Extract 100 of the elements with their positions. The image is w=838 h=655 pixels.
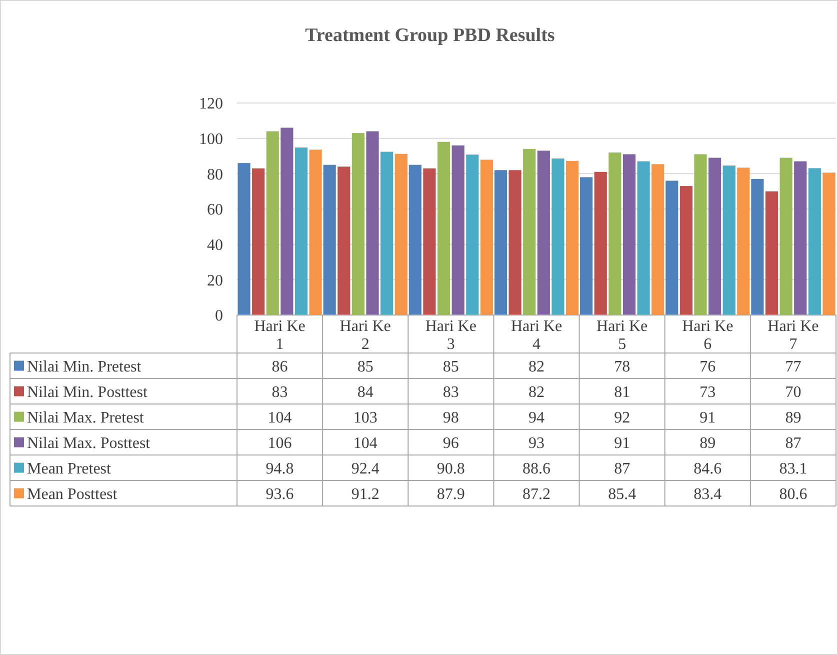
x-tick-label: Hari Ke 3 bbox=[425, 318, 476, 353]
bar bbox=[508, 170, 522, 315]
x-tick-label: Hari Ke 2 bbox=[340, 318, 391, 353]
bar bbox=[323, 164, 336, 315]
data-label: 87 bbox=[785, 434, 802, 452]
data-label: 86 bbox=[272, 358, 288, 376]
legend-label: Nilai Min. Posttest bbox=[27, 384, 148, 401]
bar bbox=[480, 160, 493, 315]
legend-label: Mean Pretest bbox=[27, 460, 112, 478]
bar bbox=[466, 154, 479, 315]
data-label: 87.2 bbox=[522, 486, 550, 503]
bar bbox=[608, 152, 622, 315]
bar bbox=[523, 148, 536, 315]
x-tick-label: Hari Ke 4 bbox=[510, 318, 562, 353]
data-label: 96 bbox=[442, 434, 459, 452]
data-label: 94 bbox=[528, 409, 544, 426]
bar bbox=[266, 131, 279, 315]
data-label: 87.9 bbox=[436, 486, 465, 503]
data-label: 77 bbox=[785, 358, 802, 376]
bar bbox=[338, 166, 350, 315]
data-label: 85.4 bbox=[608, 486, 636, 503]
data-label: 93 bbox=[528, 434, 544, 452]
data-label: 76 bbox=[700, 358, 716, 376]
bar bbox=[366, 131, 379, 315]
bar bbox=[452, 145, 464, 315]
data-label: 84.6 bbox=[694, 460, 722, 478]
data-label: 104 bbox=[268, 409, 292, 426]
data-label: 80.6 bbox=[779, 486, 808, 503]
bar bbox=[622, 154, 636, 315]
bar bbox=[637, 161, 650, 315]
legend-label: Nilai Max. Posttest bbox=[27, 434, 151, 452]
data-label: 89 bbox=[785, 409, 802, 426]
data-label: 106 bbox=[268, 434, 292, 452]
data-label: 70 bbox=[785, 384, 802, 401]
bar bbox=[394, 154, 408, 315]
data-label: 94.8 bbox=[266, 460, 294, 478]
data-label: 85 bbox=[442, 358, 459, 376]
bar bbox=[280, 128, 294, 315]
bar bbox=[380, 152, 394, 315]
data-label: 84 bbox=[357, 384, 374, 401]
bar bbox=[694, 154, 707, 315]
data-label: 78 bbox=[614, 358, 630, 376]
legend-label: Mean Posttest bbox=[27, 486, 118, 503]
bar bbox=[423, 168, 436, 315]
y-tick-label: 100 bbox=[199, 130, 223, 148]
bar bbox=[594, 172, 607, 315]
x-tick-label: Hari Ke 7 bbox=[768, 318, 819, 353]
data-label: 92 bbox=[614, 409, 630, 426]
data-label: 98 bbox=[442, 409, 459, 426]
data-label: 93.6 bbox=[266, 486, 294, 503]
bar bbox=[680, 186, 692, 315]
legend-label: Nilai Min. Pretest bbox=[27, 358, 142, 376]
data-label: 82 bbox=[528, 384, 544, 401]
bar bbox=[737, 168, 750, 315]
x-tick-label: Hari Ke 6 bbox=[682, 318, 734, 353]
bar bbox=[408, 164, 422, 315]
y-tick-label: 40 bbox=[207, 236, 223, 254]
bar bbox=[780, 158, 792, 315]
bar bbox=[294, 148, 308, 315]
y-tick-label: 120 bbox=[199, 96, 223, 113]
data-label: 87 bbox=[614, 460, 630, 478]
bar bbox=[765, 191, 778, 315]
bar bbox=[552, 158, 564, 315]
data-label: 83.4 bbox=[694, 486, 722, 503]
bar bbox=[537, 150, 550, 315]
bar bbox=[309, 150, 322, 315]
y-tick-label: 0 bbox=[215, 308, 223, 325]
data-label: 83.1 bbox=[779, 460, 808, 478]
bar bbox=[808, 168, 821, 315]
bar bbox=[494, 170, 508, 315]
x-tick-label: Hari Ke 1 bbox=[254, 318, 306, 353]
data-label: 85 bbox=[357, 358, 374, 376]
bar bbox=[238, 163, 250, 315]
data-label: 103 bbox=[353, 409, 378, 426]
data-label: 81 bbox=[614, 384, 630, 401]
data-label: 91 bbox=[614, 434, 630, 452]
data-label: 104 bbox=[353, 434, 378, 452]
data-label: 91.2 bbox=[351, 486, 380, 503]
data-label: 82 bbox=[528, 358, 544, 376]
data-label: 73 bbox=[700, 384, 716, 401]
data-label: 89 bbox=[700, 434, 716, 452]
data-label: 91 bbox=[700, 409, 716, 426]
bar bbox=[566, 160, 579, 315]
data-label: 83 bbox=[272, 384, 288, 401]
y-tick-label: 20 bbox=[207, 272, 223, 290]
x-tick-label: Hari Ke 5 bbox=[596, 318, 648, 353]
bar bbox=[708, 158, 722, 315]
data-label: 90.8 bbox=[436, 460, 465, 478]
bar bbox=[437, 142, 450, 315]
bar bbox=[352, 133, 364, 315]
bar bbox=[666, 180, 678, 315]
data-label: 88.6 bbox=[522, 460, 550, 478]
y-tick-label: 60 bbox=[207, 202, 223, 219]
bar bbox=[722, 166, 736, 315]
bar bbox=[794, 161, 807, 315]
bar bbox=[822, 172, 836, 315]
bar bbox=[252, 168, 265, 315]
data-label: 83 bbox=[442, 384, 459, 401]
bar bbox=[751, 178, 764, 315]
chart-title: Treatment Group PBD Results bbox=[305, 25, 555, 46]
